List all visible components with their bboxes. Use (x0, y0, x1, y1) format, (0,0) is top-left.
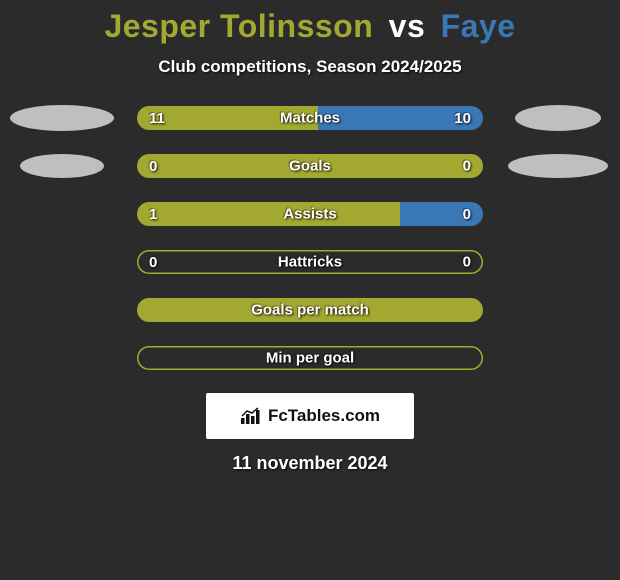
stat-label: Assists (283, 206, 336, 223)
player1-ellipse-icon (10, 105, 114, 131)
bar-right-segment (471, 250, 483, 274)
bar-right-segment (471, 346, 483, 370)
player2-ellipse-icon (508, 154, 608, 178)
stat-bar: 0 0 Goals (137, 154, 483, 178)
watermark-text: FcTables.com (268, 406, 380, 426)
stat-bar: Min per goal (137, 346, 483, 370)
stat-left-value: 11 (149, 110, 165, 127)
left-ellipse-holder (7, 154, 117, 178)
right-ellipse-holder (503, 105, 613, 131)
comparison-chart: Jesper Tolinsson vs Faye Club competitio… (0, 0, 620, 474)
stat-right-value: 0 (463, 158, 471, 175)
stat-label: Goals (289, 158, 331, 175)
stat-label: Min per goal (266, 350, 354, 367)
stat-label: Hattricks (278, 254, 342, 271)
player2-name: Faye (441, 8, 516, 44)
stat-bar: 11 10 Matches (137, 106, 483, 130)
stat-right-value: 10 (454, 110, 471, 127)
chart-date: 11 november 2024 (0, 453, 620, 474)
chart-bars-icon (240, 407, 262, 425)
stat-label: Matches (280, 110, 340, 127)
vs-text: vs (389, 8, 426, 44)
bar-right-segment: 0 (400, 202, 483, 226)
bar-left-segment: 1 (137, 202, 400, 226)
stat-bar: 1 0 Assists (137, 202, 483, 226)
left-ellipse-holder (7, 105, 117, 131)
right-ellipse-holder (503, 154, 613, 178)
stat-bar: 0 0 Hattricks (137, 250, 483, 274)
chart-title: Jesper Tolinsson vs Faye (0, 8, 620, 45)
watermark: FcTables.com (206, 393, 414, 439)
bar-right-segment (471, 154, 483, 178)
bar-right-segment: 10 (318, 106, 483, 130)
chart-subtitle: Club competitions, Season 2024/2025 (0, 57, 620, 77)
stat-left-value: 0 (149, 158, 157, 175)
stat-right-value: 0 (463, 254, 471, 271)
stat-row: 11 10 Matches (0, 105, 620, 131)
stat-bar: Goals per match (137, 298, 483, 322)
stat-row: 0 0 Hattricks (0, 249, 620, 275)
stat-left-value: 1 (149, 206, 157, 223)
bar-right-segment (471, 298, 483, 322)
stat-row: Goals per match (0, 297, 620, 323)
player1-name: Jesper Tolinsson (104, 8, 373, 44)
stat-right-value: 0 (463, 206, 471, 223)
player2-ellipse-icon (515, 105, 601, 131)
stat-row: 0 0 Goals (0, 153, 620, 179)
player1-ellipse-icon (20, 154, 104, 178)
stats-list: 1110Matches00Goals10Assists00HattricksGo… (0, 105, 620, 371)
stat-row: Min per goal (0, 345, 620, 371)
stat-row: 1 0 Assists (0, 201, 620, 227)
stat-label: Goals per match (251, 302, 369, 319)
stat-left-value: 0 (149, 254, 157, 271)
